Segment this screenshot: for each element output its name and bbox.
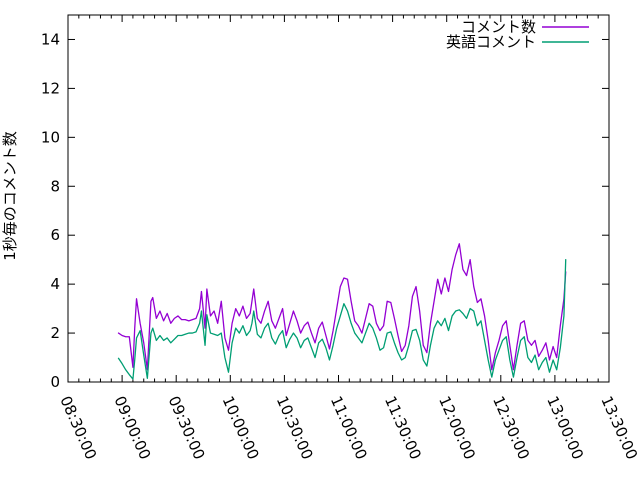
x-tick-label: 13:00:00 (543, 393, 587, 462)
legend-label-comments: コメント数 (461, 18, 536, 36)
series-line-comments (117, 243, 567, 371)
x-tick-label: 10:00:00 (219, 393, 263, 462)
x-tick-label: 09:30:00 (165, 393, 209, 462)
y-tick-label: 4 (50, 275, 60, 293)
x-tick-label: 12:00:00 (435, 393, 479, 462)
series-lines (117, 243, 567, 380)
y-axis-title: 1秒毎のコメント数 (1, 131, 19, 261)
legend: コメント数 英語コメント (446, 18, 589, 51)
legend-label-english-comments: 英語コメント (446, 33, 536, 51)
x-tick-label: 13:30:00 (597, 393, 640, 462)
y-tick-label: 12 (41, 79, 60, 97)
y-tick-label: 14 (41, 30, 60, 48)
axis-ticks: 08:30:00 09:00:00 09:30:00 10:00:00 10:30:00… (41, 15, 640, 462)
x-tick-label: 11:00:00 (327, 393, 371, 462)
y-tick-label: 6 (50, 226, 60, 244)
y-tick-label: 2 (50, 324, 60, 342)
x-tick-label: 08:30:00 (56, 393, 100, 462)
x-tick-label: 12:30:00 (489, 393, 533, 462)
y-tick-label: 8 (50, 177, 60, 195)
x-tick-label: 10:30:00 (273, 393, 317, 462)
y-tick-label: 0 (50, 373, 60, 391)
series-line-english-comments (117, 259, 567, 380)
y-tick-label: 10 (41, 128, 60, 146)
x-tick-label: 09:00:00 (110, 393, 154, 462)
x-tick-label: 11:30:00 (381, 393, 425, 462)
